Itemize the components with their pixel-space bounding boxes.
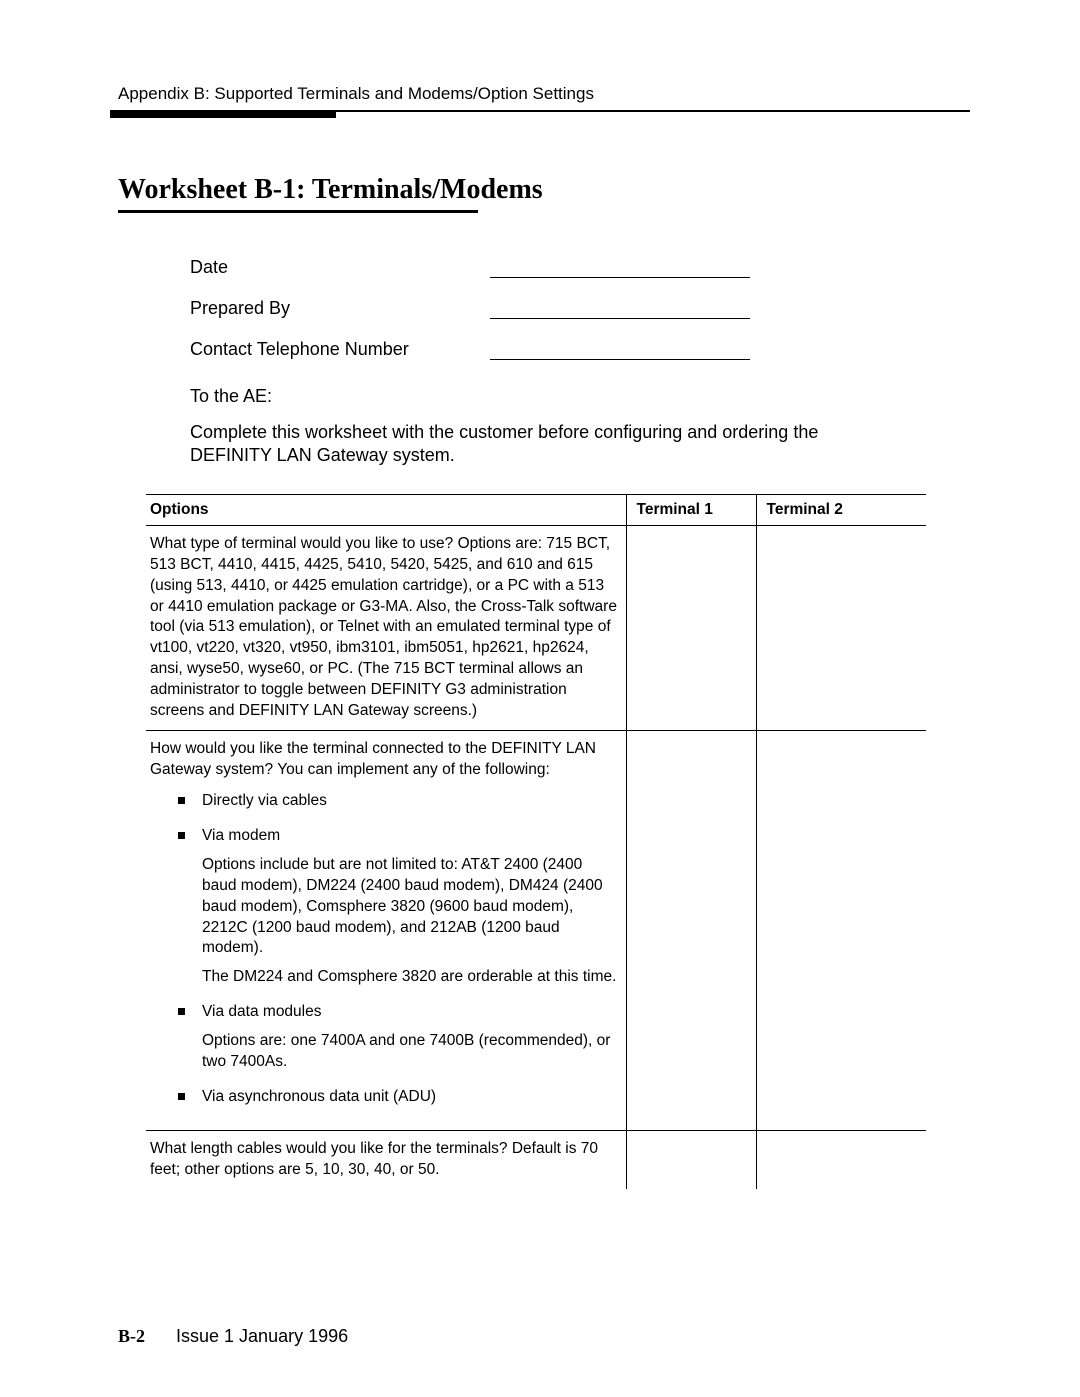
bullet-text: Via modem	[202, 827, 280, 844]
form-block: Date Prepared By Contact Telephone Numbe…	[190, 257, 846, 468]
prepared-by-blank-line	[490, 303, 750, 319]
page-footer: B-2 Issue 1 January 1996	[118, 1326, 348, 1347]
options-table: Options Terminal 1 Terminal 2 What type …	[146, 494, 926, 1189]
issue-date: Issue 1 January 1996	[176, 1326, 348, 1346]
instruction-text: Complete this worksheet with the custome…	[190, 421, 850, 468]
table-row: What type of terminal would you like to …	[146, 525, 926, 730]
bullet-text: Directly via cables	[202, 792, 327, 809]
row3-t2-cell	[756, 1130, 926, 1188]
row3-text: What length cables would you like for th…	[150, 1139, 618, 1181]
bullet-adu: Via asynchronous data unit (ADU)	[178, 1087, 618, 1108]
row2-bullet-list: Directly via cables Via modem Options in…	[150, 791, 618, 1108]
modem-options-text: Options include but are not limited to: …	[202, 855, 618, 960]
prepared-by-label: Prepared By	[190, 298, 490, 319]
form-row-date: Date	[190, 257, 846, 278]
bullet-text: Via data modules	[202, 1003, 322, 1020]
running-header: Appendix B: Supported Terminals and Mode…	[118, 84, 970, 104]
modem-orderable-text: The DM224 and Comsphere 3820 are orderab…	[202, 967, 618, 988]
row1-t2-cell	[756, 525, 926, 730]
contact-blank-line	[490, 344, 750, 360]
header-accent-rule	[110, 112, 336, 118]
form-row-prepared-by: Prepared By	[190, 298, 846, 319]
table-row: How would you like the terminal connecte…	[146, 731, 926, 1131]
row1-text: What type of terminal would you like to …	[150, 534, 618, 722]
date-blank-line	[490, 262, 750, 278]
title-underline	[118, 210, 478, 213]
row2-intro: How would you like the terminal connecte…	[150, 739, 618, 781]
bullet-data-modules: Via data modules Options are: one 7400A …	[178, 1002, 618, 1073]
worksheet-title: Worksheet B-1: Terminals/Modems	[118, 174, 970, 206]
to-ae-label: To the AE:	[190, 386, 846, 407]
col-header-terminal-1: Terminal 1	[626, 494, 756, 525]
row3-t1-cell	[626, 1130, 756, 1188]
col-header-terminal-2: Terminal 2	[756, 494, 926, 525]
col-header-options: Options	[146, 494, 626, 525]
data-modules-options-text: Options are: one 7400A and one 7400B (re…	[202, 1031, 618, 1073]
page-number: B-2	[118, 1326, 145, 1346]
bullet-text: Via asynchronous data unit (ADU)	[202, 1088, 436, 1105]
contact-label: Contact Telephone Number	[190, 339, 490, 360]
bullet-via-modem: Via modem Options include but are not li…	[178, 826, 618, 988]
bullet-direct-cables: Directly via cables	[178, 791, 618, 812]
row2-t2-cell	[756, 731, 926, 1131]
form-row-contact: Contact Telephone Number	[190, 339, 846, 360]
date-label: Date	[190, 257, 490, 278]
row1-t1-cell	[626, 525, 756, 730]
table-row: What length cables would you like for th…	[146, 1130, 926, 1188]
row2-t1-cell	[626, 731, 756, 1131]
